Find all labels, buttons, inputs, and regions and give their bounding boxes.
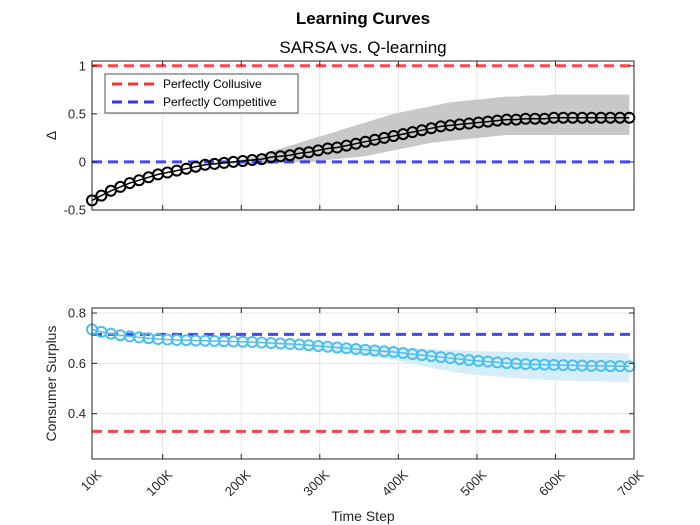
delta-y-tick-label: 0.5: [68, 106, 86, 121]
legend-box: [104, 73, 299, 114]
legend-label-competitive: Perfectly Competitive: [163, 95, 277, 109]
cs-plot-area: [92, 308, 634, 459]
figure-title: Learning Curves: [296, 9, 430, 28]
delta-y-axis-label: Δ: [43, 131, 59, 140]
delta-y-tick-label: 1: [79, 58, 86, 73]
cs-axes-frame: [91, 307, 635, 460]
consumer-surplus-panel: 10K 100K 200K 300K 400K 500K 600K 700K0.40.60.8…: [43, 306, 647, 500]
figure-subtitle: SARSA vs. Q-learning: [279, 38, 446, 57]
delta-data-point: [95, 189, 108, 202]
legend: Perfectly Collusive Perfectly Competitiv…: [104, 73, 299, 114]
delta-y-tick-label: 0: [79, 154, 86, 169]
legend-label-collusive: Perfectly Collusive: [163, 77, 262, 91]
cs-y-axis-label: Consumer Surplus: [43, 326, 59, 442]
cs-y-tick-label: 0.6: [68, 356, 86, 371]
cs-confidence-band: [92, 329, 630, 383]
delta-axes-frame: [91, 60, 635, 211]
delta-y-tick-label: -0.5: [64, 203, 86, 218]
cs-y-tick-label: 0.8: [68, 306, 86, 321]
cs-y-tick-label: 0.4: [68, 406, 86, 421]
x-axis-label: Time Step: [331, 508, 394, 524]
